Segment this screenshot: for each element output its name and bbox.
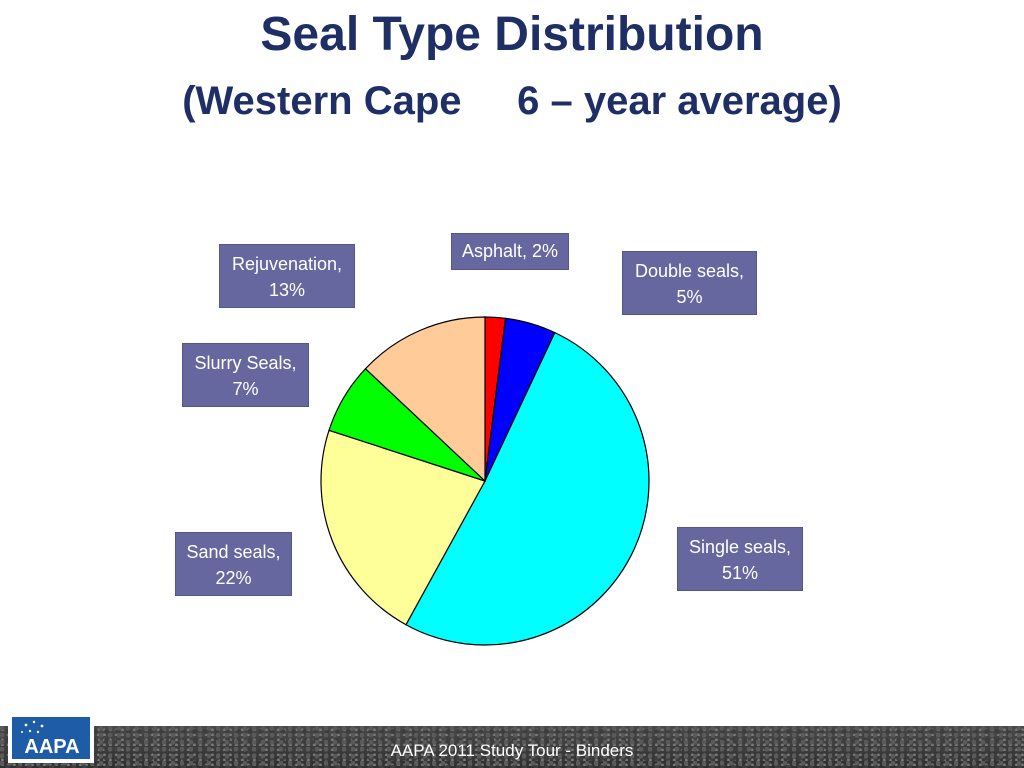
label-rejuvenation-name: Rejuvenation,: [231, 254, 343, 274]
label-slurry-seals: Slurry Seals, 7%: [182, 343, 309, 407]
aapa-logo: AAPA: [8, 713, 94, 763]
label-rejuvenation: Rejuvenation, 13%: [219, 244, 355, 308]
footer-text: AAPA 2011 Study Tour - Binders: [390, 741, 634, 760]
footer-bar: [0, 726, 1024, 768]
pie-slice-rejuvenation: [364, 316, 486, 483]
aapa-logo-badge: AAPA: [12, 717, 90, 759]
label-slurry-seals-name: Slurry Seals,: [194, 353, 297, 373]
label-slurry-seals-value: 7%: [232, 379, 259, 399]
pie-slice-sand-seals: [320, 429, 486, 626]
chart-subtitle: (Western Cape 6 – year average): [182, 79, 842, 123]
label-sand-seals: Sand seals, 22%: [175, 532, 292, 596]
pie-slice-single-seals: [405, 331, 650, 646]
label-asphalt: Asphalt, 2%: [451, 233, 569, 270]
label-single-seals-value: 51%: [721, 563, 759, 583]
label-rejuvenation-value: 13%: [268, 280, 306, 300]
chart-title: Seal Type Distribution: [260, 8, 764, 61]
aapa-logo-text: AAPA: [24, 736, 79, 758]
label-single-seals: Single seals, 51%: [677, 527, 803, 591]
aapa-logo-graphic: AAPA: [21, 720, 80, 758]
label-double-seals-name: Double seals,: [634, 261, 745, 281]
label-double-seals: Double seals, 5%: [622, 251, 757, 315]
label-sand-seals-value: 22%: [215, 568, 252, 588]
label-double-seals-value: 5%: [676, 287, 703, 307]
label-sand-seals-name: Sand seals,: [186, 542, 281, 562]
label-asphalt-text: Asphalt, 2%: [461, 241, 559, 261]
label-single-seals-name: Single seals,: [688, 537, 792, 557]
pie-chart: [320, 316, 650, 646]
